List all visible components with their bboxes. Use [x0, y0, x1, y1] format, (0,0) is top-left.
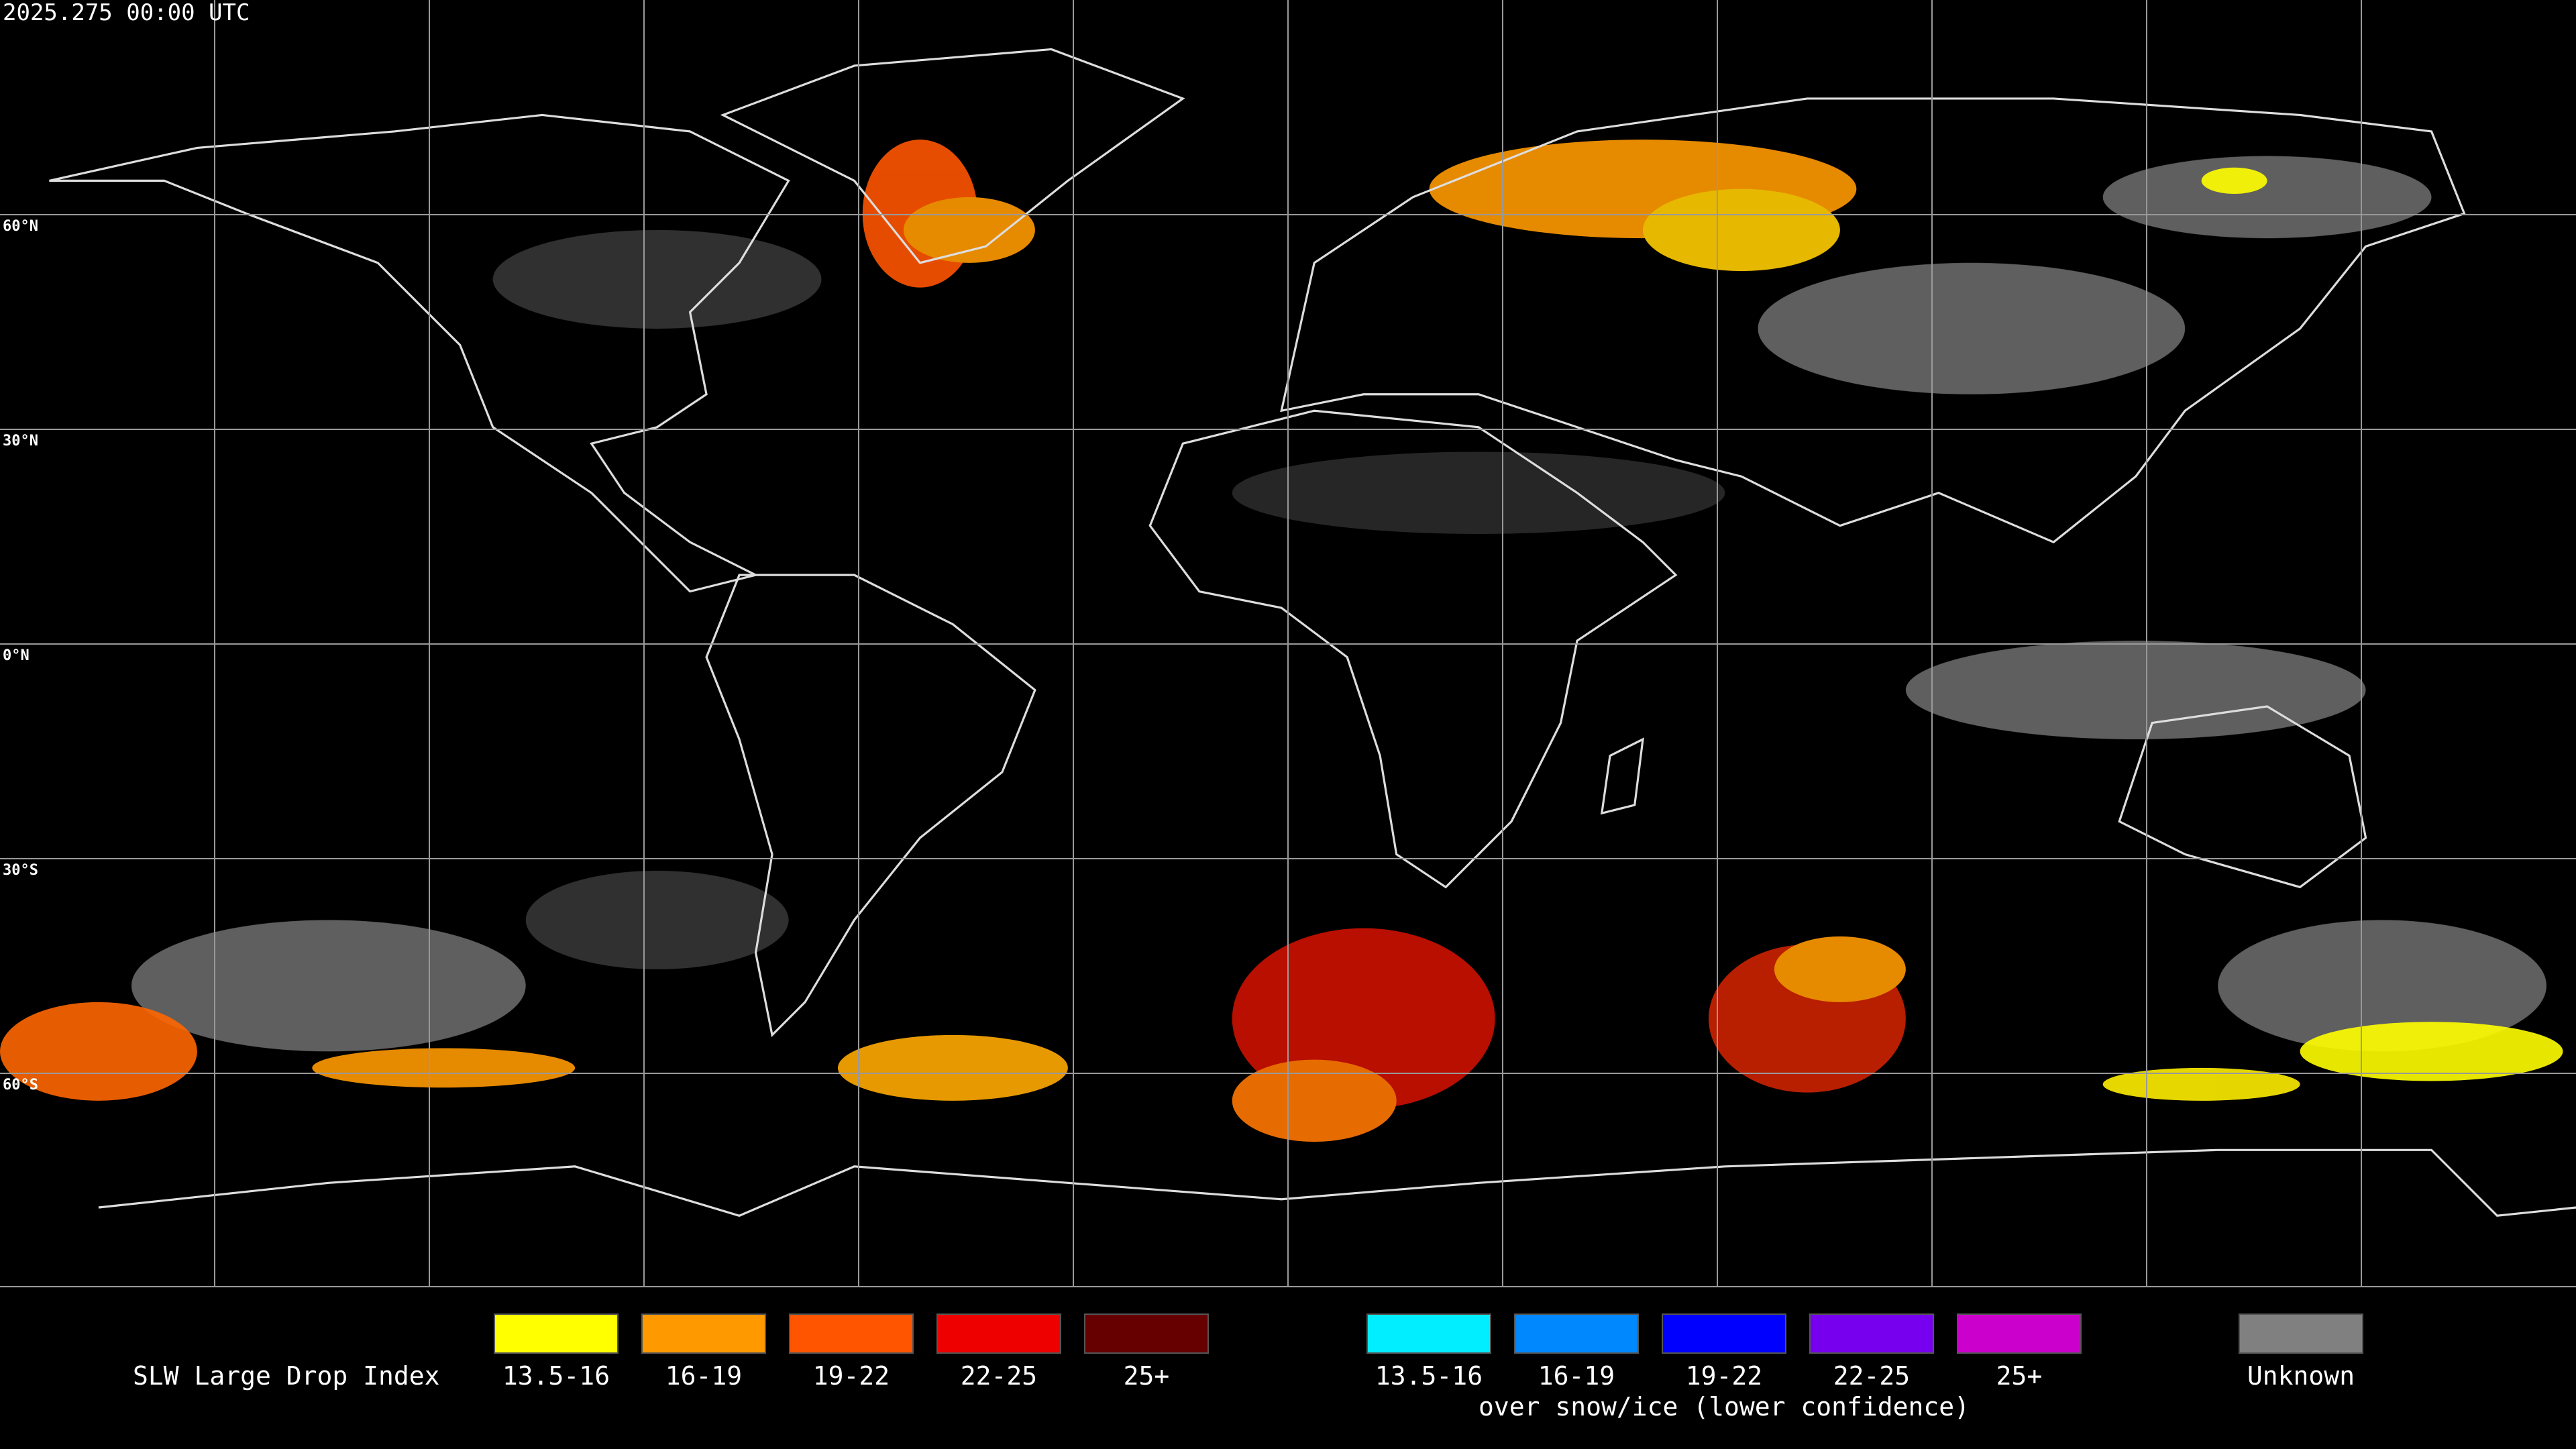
legend: 13.5-16 16-19 19-22 22-25 25+ 13.5-16 16-19 19-…: [494, 1313, 2363, 1421]
legend-swatch: [1514, 1313, 1639, 1354]
legend-label: 25+: [1124, 1361, 1170, 1391]
legend-swatch: [2239, 1313, 2363, 1354]
legend-swatch: [789, 1313, 914, 1354]
cloud-imagery: [0, 140, 2563, 1142]
legend-label: Unknown: [2247, 1361, 2355, 1391]
legend-swatch: [1366, 1313, 1491, 1354]
legend-swatch: [1084, 1313, 1209, 1354]
legend-label: 13.5-16: [502, 1361, 610, 1391]
legend-label: 19-22: [1686, 1361, 1762, 1391]
legend-swatch: [1957, 1313, 2082, 1354]
legend-label: 22-25: [961, 1361, 1037, 1391]
legend-swatch: [1662, 1313, 1786, 1354]
latitude-label: 30°S: [3, 862, 38, 879]
latitude-label: 0°N: [3, 647, 30, 664]
latitude-label: 30°N: [3, 433, 38, 449]
legend-label: 13.5-16: [1375, 1361, 1483, 1391]
legend-background: [0, 1287, 2576, 1449]
legend-label: 16-19: [1538, 1361, 1615, 1391]
timestamp: 2025.275 00:00 UTC: [3, 0, 250, 26]
legend-swatch: [641, 1313, 766, 1354]
legend-label: 19-22: [813, 1361, 890, 1391]
legend-swatch: [936, 1313, 1061, 1354]
legend-label: 25+: [1996, 1361, 2043, 1391]
legend-swatch: [1809, 1313, 1934, 1354]
graticule: 60°N 30°N 0°N 30°S 60°S: [0, 0, 2576, 1287]
legend-swatch: [494, 1313, 619, 1354]
latitude-label: 60°S: [3, 1077, 38, 1093]
latitude-label: 60°N: [3, 218, 38, 235]
legend-label: 22-25: [1833, 1361, 1910, 1391]
legend-subtitle: over snow/ice (lower confidence): [1479, 1392, 1970, 1421]
coastlines: [49, 48, 2576, 1217]
legend-title: SLW Large Drop Index: [133, 1361, 440, 1391]
legend-label: 16-19: [665, 1361, 742, 1391]
